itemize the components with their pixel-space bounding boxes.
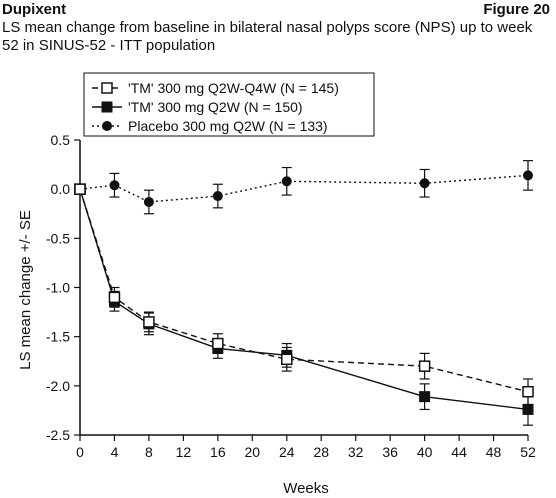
brand-label: Dupixent bbox=[2, 1, 67, 18]
x-axis-label: Weeks bbox=[283, 480, 329, 497]
data-point bbox=[522, 385, 534, 398]
axes: 0.50.0-0.5-1.0-1.5-2.0-2.50 4 8 12 16 20 24 28 3… bbox=[46, 132, 536, 460]
data-point bbox=[419, 178, 430, 189]
legend-label: Placebo 300 mg Q2W (N = 133) bbox=[128, 118, 328, 134]
data-point bbox=[74, 183, 86, 195]
data-point bbox=[143, 196, 154, 207]
data-point bbox=[143, 316, 155, 328]
figure-subtitle: LS mean change from baseline in bilatera… bbox=[2, 19, 533, 54]
x-tick-label: 16 bbox=[210, 444, 226, 460]
legend-marker bbox=[101, 82, 113, 94]
legend-box bbox=[83, 72, 375, 137]
data-point bbox=[108, 291, 121, 304]
legend-label: 'TM' 300 mg Q2W (N = 150) bbox=[128, 99, 303, 115]
data-point bbox=[419, 391, 431, 403]
legend-marker bbox=[102, 121, 112, 131]
legend: 'TM' 300 mg Q2W-Q4W (N = 145) 'TM' 300 mg… bbox=[83, 72, 375, 137]
x-tick-label: 52 bbox=[520, 444, 536, 460]
x-tick-label: 12 bbox=[176, 444, 192, 460]
data-point bbox=[281, 353, 293, 366]
y-tick-label: 0.5 bbox=[51, 132, 71, 148]
series-1 bbox=[74, 183, 534, 406]
y-tick-label: -1.0 bbox=[46, 280, 70, 296]
figure-label: Figure 20 bbox=[483, 1, 550, 18]
legend-marker bbox=[101, 101, 113, 113]
y-tick-label: 0.0 bbox=[51, 181, 71, 197]
x-tick-label: 48 bbox=[486, 444, 502, 460]
x-tick-label: 32 bbox=[348, 444, 364, 460]
x-tick-label: 28 bbox=[313, 444, 329, 460]
y-tick-label: -0.5 bbox=[46, 230, 70, 246]
data-point bbox=[522, 403, 534, 415]
y-tick-label: -1.5 bbox=[46, 329, 70, 345]
series-3 bbox=[74, 160, 533, 215]
y-tick-label: -2.0 bbox=[46, 378, 70, 394]
data-point bbox=[212, 191, 223, 202]
data-point bbox=[418, 360, 431, 372]
x-tick-label: 44 bbox=[451, 444, 467, 460]
legend-label: 'TM' 300 mg Q2W-Q4W (N = 145) bbox=[128, 80, 339, 96]
data-point bbox=[523, 170, 533, 181]
x-tick-label: 8 bbox=[145, 444, 153, 460]
plot-area bbox=[74, 160, 534, 426]
y-tick-label: -2.5 bbox=[46, 427, 70, 443]
x-tick-label: 40 bbox=[417, 444, 433, 460]
x-tick-label: 20 bbox=[245, 444, 261, 460]
x-tick-label: 36 bbox=[382, 444, 398, 460]
series-line bbox=[79, 188, 529, 393]
y-axis-label: LS mean change +/- SE bbox=[17, 210, 34, 370]
data-point bbox=[109, 180, 120, 191]
series-line bbox=[79, 188, 529, 411]
x-tick-label: 0 bbox=[76, 444, 84, 460]
series-2 bbox=[74, 183, 534, 426]
data-point bbox=[212, 337, 224, 350]
x-tick-label: 24 bbox=[279, 444, 295, 460]
data-point bbox=[281, 176, 292, 187]
x-tick-label: 4 bbox=[111, 444, 119, 460]
